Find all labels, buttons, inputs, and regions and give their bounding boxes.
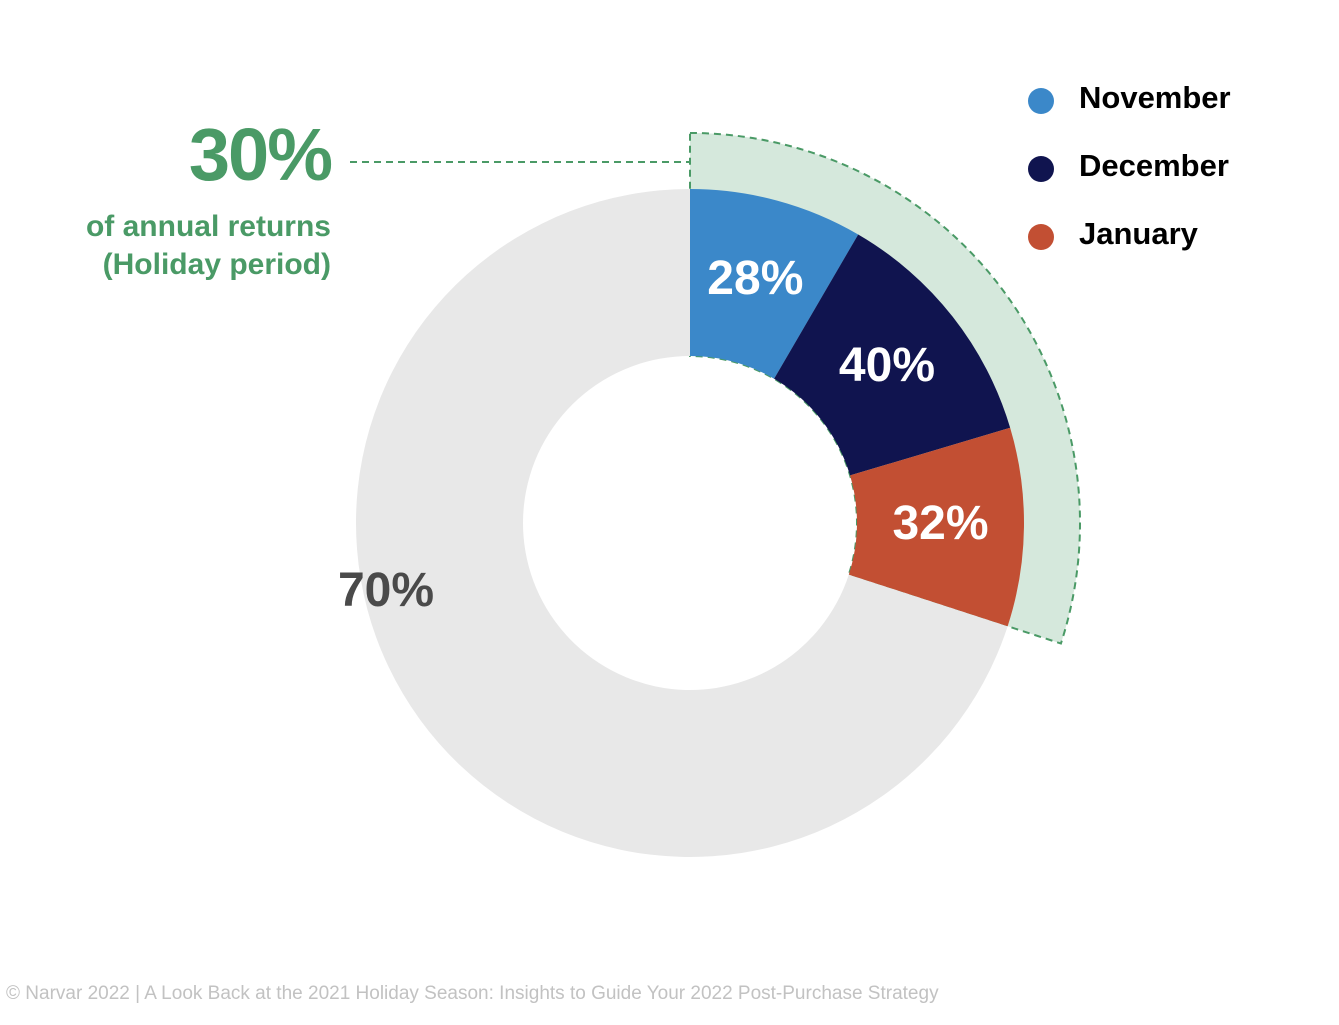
holiday-share-caption-line2: (Holiday period) <box>102 248 331 281</box>
legend-dot-january <box>1028 224 1054 250</box>
slice-january <box>848 427 1024 627</box>
slice-december <box>774 234 1011 476</box>
label-rest-of-year: 70% <box>338 564 434 617</box>
label-january: 32% <box>892 497 988 550</box>
slice-november <box>690 189 859 379</box>
label-november: 28% <box>707 252 803 305</box>
label-december: 40% <box>839 339 935 392</box>
legend-dot-december <box>1028 156 1054 182</box>
legend-label-november: November <box>1079 80 1231 115</box>
legend-dot-november <box>1028 88 1054 114</box>
holiday-share-caption-line1: of annual returns <box>85 210 331 243</box>
holiday-share-value: 30% <box>188 113 333 196</box>
slice-rest-of-year <box>356 189 1008 857</box>
footer-credit: © Narvar 2022 | A Look Back at the 2021 … <box>6 983 939 1004</box>
legend-label-january: January <box>1079 216 1198 251</box>
legend-label-december: December <box>1079 148 1229 183</box>
holiday-share-caption: of annual returns (Holiday period) <box>11 208 331 284</box>
